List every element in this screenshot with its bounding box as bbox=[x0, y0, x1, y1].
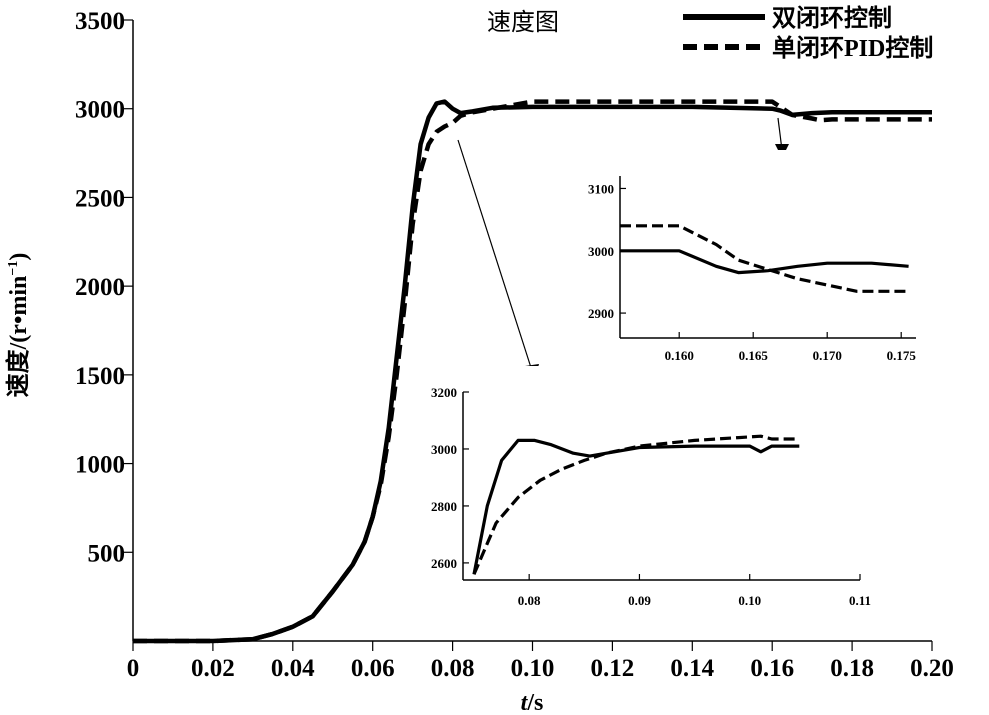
arrow-to-bottom-inset bbox=[457, 139, 535, 378]
legend-label-double-loop: 双闭环控制 bbox=[772, 4, 892, 32]
legend: 双闭环控制 单闭环PID控制 bbox=[683, 4, 933, 62]
inset-top-y-tick-label: 3000 bbox=[588, 244, 614, 259]
inset-top: 2900 3000 3100 0.160 0.165 0.170 0.175 bbox=[588, 150, 924, 372]
main-y-tick-label: 1000 bbox=[75, 452, 125, 479]
main-x-tick-label: 0.04 bbox=[271, 655, 315, 682]
inset-bottom-x-tick-label: 0.09 bbox=[628, 593, 651, 608]
inset-bottom-y-tick-label: 2800 bbox=[431, 499, 457, 514]
y-axis-label-superscript: −1 bbox=[6, 261, 21, 276]
x-axis-label-unit: /s bbox=[526, 690, 543, 715]
x-axis-label-italic: t bbox=[521, 690, 529, 715]
inset-top-x-tick-label: 0.175 bbox=[887, 348, 917, 363]
inset-bottom-series-single-pid bbox=[472, 434, 800, 575]
x-axis-label: t/s bbox=[521, 690, 544, 715]
inset-bottom-y-tick-label: 3200 bbox=[431, 385, 457, 400]
inset-top-series-double-loop bbox=[620, 249, 909, 275]
main-series-single-pid bbox=[133, 99, 932, 644]
inset-top-y-tick-label: 2900 bbox=[588, 306, 614, 321]
chart-title: 速度图 bbox=[487, 9, 559, 36]
inset-bottom-series-double-loop bbox=[472, 438, 800, 575]
main-y-tick-label: 3500 bbox=[75, 8, 125, 35]
inset-top-x-tick-label: 0.165 bbox=[739, 348, 769, 363]
main-x-tick-label: 0.10 bbox=[511, 655, 555, 682]
inset-top-y-tick-label: 3100 bbox=[588, 181, 614, 196]
inset-top-background bbox=[616, 150, 924, 372]
main-plot-area bbox=[133, 99, 932, 644]
inset-top-series-single-pid bbox=[620, 224, 909, 293]
main-y-tick-label: 500 bbox=[88, 540, 126, 567]
y-axis-label: 速度/(r•min−1) bbox=[4, 253, 32, 398]
main-y-tick-label: 1500 bbox=[75, 363, 125, 390]
main-x-tick-label: 0.12 bbox=[591, 655, 635, 682]
main-y-tick-label: 3000 bbox=[75, 97, 125, 124]
main-x-tick-label: 0.18 bbox=[830, 655, 874, 682]
inset-bottom-x-tick-label: 0.08 bbox=[518, 593, 541, 608]
main-x-tick-label: 0.20 bbox=[910, 655, 954, 682]
main-y-tick-label: 2500 bbox=[75, 185, 125, 212]
y-axis-label-end: ) bbox=[6, 253, 32, 261]
legend-label-single-pid: 单闭环PID控制 bbox=[772, 34, 933, 62]
main-x-tick-label: 0.02 bbox=[191, 655, 235, 682]
main-y-tick-label: 2000 bbox=[75, 274, 125, 301]
inset-top-x-tick-label: 0.160 bbox=[665, 348, 694, 363]
main-x-tick-label: 0.16 bbox=[750, 655, 794, 682]
main-axes: 500 1000 1500 2000 2500 3000 3500 0 0.02 0.04 0.06… bbox=[75, 8, 954, 682]
main-x-tick-label: 0.06 bbox=[351, 655, 395, 682]
inset-bottom: 2600 2800 3000 3200 0.08 0.09 0.10 0.11 bbox=[431, 366, 871, 614]
main-x-tick-label: 0.14 bbox=[670, 655, 714, 682]
inset-bottom-x-tick-label: 0.10 bbox=[738, 593, 761, 608]
inset-bottom-y-tick-label: 2600 bbox=[431, 556, 457, 571]
inset-bottom-background bbox=[459, 366, 868, 614]
inset-top-x-tick-label: 0.170 bbox=[813, 348, 842, 363]
main-x-tick-label: 0.08 bbox=[431, 655, 475, 682]
main-x-tick-label: 0 bbox=[127, 655, 140, 682]
inset-bottom-y-tick-label: 3000 bbox=[431, 442, 457, 457]
inset-bottom-x-tick-label: 0.11 bbox=[849, 593, 871, 608]
